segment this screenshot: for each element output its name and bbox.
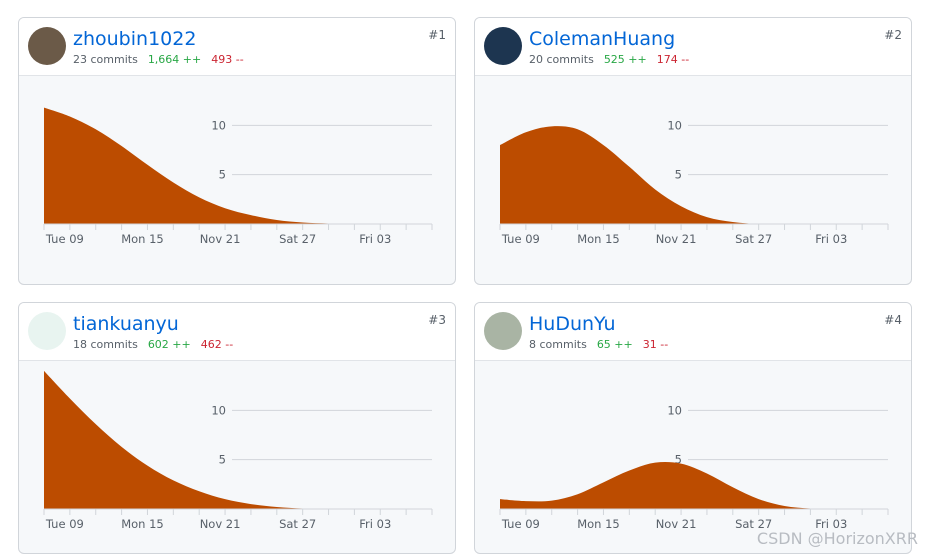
y-tick-label: 10 [211, 118, 226, 132]
commits: 20 commits [529, 53, 594, 66]
x-tick-label: Mon 15 [577, 517, 620, 531]
stats: 23 commits 1,664 ++ 493 -- [73, 53, 244, 66]
stats: 18 commits 602 ++ 462 -- [73, 338, 233, 351]
commits: 23 commits [73, 53, 138, 66]
x-tick-label: Fri 03 [815, 232, 847, 246]
x-tick-label: Nov 21 [200, 517, 241, 531]
stats: 20 commits 525 ++ 174 -- [529, 53, 689, 66]
y-tick-label: 5 [219, 168, 226, 182]
contributor-card: HuDunYu 8 commits 65 ++ 31 -- #4 5 10 Tue 09 Mon… [474, 302, 912, 554]
x-tick-label: Fri 03 [815, 517, 847, 531]
x-tick-label: Mon 15 [121, 517, 164, 531]
x-tick-label: Sat 27 [735, 517, 772, 531]
deletions: 31 -- [642, 338, 669, 351]
area [44, 107, 432, 224]
user-name[interactable]: ColemanHuang [529, 28, 676, 50]
rank: #1 [428, 28, 446, 42]
additions: 1,664 ++ [147, 53, 202, 66]
chart: 5 10 Tue 09 Mon 15 Nov 21 Sat 27 Fri 03 [499, 403, 889, 531]
avatar[interactable] [484, 27, 522, 65]
avatar[interactable] [28, 312, 66, 350]
avatar[interactable] [484, 312, 522, 350]
x-tick-label: Fri 03 [359, 232, 391, 246]
y-tick-label: 5 [675, 168, 682, 182]
x-tick-label: Mon 15 [121, 232, 164, 246]
x-tick-label: Sat 27 [279, 232, 316, 246]
deletions: 462 -- [200, 338, 234, 351]
additions: 525 ++ [603, 53, 647, 66]
card-header: ColemanHuang 20 commits 525 ++ 174 -- #2 [475, 18, 911, 76]
deletions: 493 -- [211, 53, 244, 66]
x-tick-label: Mon 15 [577, 232, 620, 246]
contributor-card: ColemanHuang 20 commits 525 ++ 174 -- #2 5 10 T… [474, 17, 912, 285]
x-tick-label: Fri 03 [359, 517, 391, 531]
user-name[interactable]: zhoubin1022 [73, 28, 197, 50]
commits: 18 commits [73, 338, 138, 351]
x-tick-label: Tue 09 [501, 232, 540, 246]
x-tick-label: Tue 09 [45, 232, 84, 246]
additions: 65 ++ [596, 338, 633, 351]
area [500, 126, 888, 224]
stats: 8 commits 65 ++ 31 -- [529, 338, 668, 351]
additions: 602 ++ [147, 338, 191, 351]
x-tick-label: Nov 21 [656, 232, 697, 246]
chart: 5 10 Tue 09 Mon 15 Nov 21 Sat 27 Fri 03 [43, 107, 433, 246]
chart: 5 10 Tue 09 Mon 15 Nov 21 Sat 27 Fri 03 [43, 370, 433, 531]
card-header: zhoubin1022 23 commits 1,664 ++ 493 -- #1 [19, 18, 455, 76]
x-tick-label: Tue 09 [45, 517, 84, 531]
contributor-card: tiankuanyu 18 commits 602 ++ 462 -- #3 5 10 Tue… [18, 302, 456, 554]
rank: #2 [884, 28, 902, 42]
rank: #4 [884, 313, 902, 327]
x-tick-label: Tue 09 [501, 517, 540, 531]
y-tick-label: 5 [219, 453, 226, 467]
y-tick-label: 10 [211, 403, 226, 417]
area [500, 461, 888, 509]
rank: #3 [428, 313, 446, 327]
chart: 5 10 Tue 09 Mon 15 Nov 21 Sat 27 Fri 03 [499, 118, 889, 246]
watermark: CSDN @HorizonXRR [756, 529, 918, 548]
avatar[interactable] [28, 27, 66, 65]
commits: 8 commits [529, 338, 587, 351]
deletions: 174 -- [656, 53, 690, 66]
contributor-card: zhoubin1022 23 commits 1,664 ++ 493 -- #1 5 10… [18, 17, 456, 285]
card-header: HuDunYu 8 commits 65 ++ 31 -- #4 [475, 303, 911, 361]
x-tick-label: Sat 27 [279, 517, 316, 531]
x-tick-label: Nov 21 [200, 232, 241, 246]
y-tick-label: 10 [667, 118, 682, 132]
x-tick-label: Sat 27 [735, 232, 772, 246]
user-name[interactable]: tiankuanyu [73, 313, 179, 335]
y-tick-label: 10 [667, 403, 682, 417]
area [44, 370, 432, 509]
x-tick-label: Nov 21 [656, 517, 697, 531]
card-header: tiankuanyu 18 commits 602 ++ 462 -- #3 [19, 303, 455, 361]
y-tick-label: 5 [675, 453, 682, 467]
user-name[interactable]: HuDunYu [529, 313, 616, 335]
